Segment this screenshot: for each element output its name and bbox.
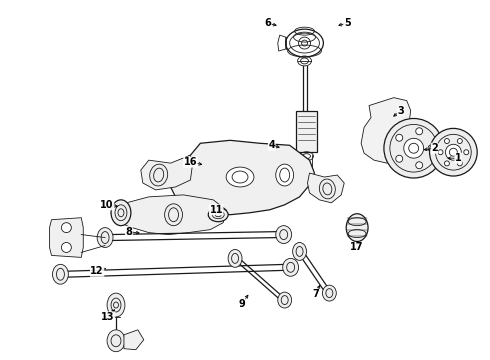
Text: 7: 7 <box>312 289 319 299</box>
Text: 12: 12 <box>90 266 104 276</box>
Ellipse shape <box>97 228 113 247</box>
Ellipse shape <box>276 164 294 186</box>
Text: 4: 4 <box>269 140 275 150</box>
Ellipse shape <box>165 204 182 226</box>
Circle shape <box>396 134 403 141</box>
Ellipse shape <box>278 292 292 308</box>
Text: 2: 2 <box>431 143 438 153</box>
Circle shape <box>464 150 469 155</box>
Ellipse shape <box>52 264 69 284</box>
Ellipse shape <box>107 330 125 352</box>
Polygon shape <box>169 140 315 215</box>
Text: 1: 1 <box>455 153 462 163</box>
Ellipse shape <box>319 179 335 199</box>
Text: 5: 5 <box>344 18 350 28</box>
Circle shape <box>457 161 462 166</box>
Text: 8: 8 <box>125 226 132 237</box>
Text: 17: 17 <box>350 243 364 252</box>
Ellipse shape <box>107 293 125 317</box>
Circle shape <box>416 128 423 135</box>
Ellipse shape <box>226 167 254 187</box>
Text: 9: 9 <box>239 299 245 309</box>
Text: 6: 6 <box>265 18 271 28</box>
Circle shape <box>444 161 449 166</box>
Polygon shape <box>308 173 344 203</box>
Circle shape <box>61 243 72 252</box>
Polygon shape <box>361 98 411 163</box>
Ellipse shape <box>322 285 336 301</box>
Ellipse shape <box>290 33 319 53</box>
Ellipse shape <box>149 164 168 186</box>
Ellipse shape <box>293 243 307 260</box>
Circle shape <box>61 223 72 233</box>
Ellipse shape <box>276 226 292 243</box>
Text: 3: 3 <box>397 105 404 116</box>
Text: 11: 11 <box>209 205 223 215</box>
Circle shape <box>457 139 462 144</box>
Circle shape <box>444 139 449 144</box>
Text: 16: 16 <box>184 157 197 167</box>
Circle shape <box>428 145 435 152</box>
Polygon shape <box>141 155 193 190</box>
Circle shape <box>438 150 443 155</box>
Circle shape <box>430 129 477 176</box>
Polygon shape <box>49 218 83 257</box>
Circle shape <box>445 144 461 160</box>
Text: 10: 10 <box>100 200 114 210</box>
Circle shape <box>404 138 424 158</box>
Ellipse shape <box>111 200 131 226</box>
Ellipse shape <box>228 249 242 267</box>
Bar <box>295 111 318 152</box>
Text: 13: 13 <box>101 312 115 322</box>
Ellipse shape <box>283 258 298 276</box>
Circle shape <box>416 162 423 169</box>
Polygon shape <box>111 195 226 235</box>
Polygon shape <box>124 330 144 350</box>
Ellipse shape <box>208 208 228 222</box>
Circle shape <box>384 118 443 178</box>
Ellipse shape <box>346 214 368 242</box>
Circle shape <box>396 155 403 162</box>
